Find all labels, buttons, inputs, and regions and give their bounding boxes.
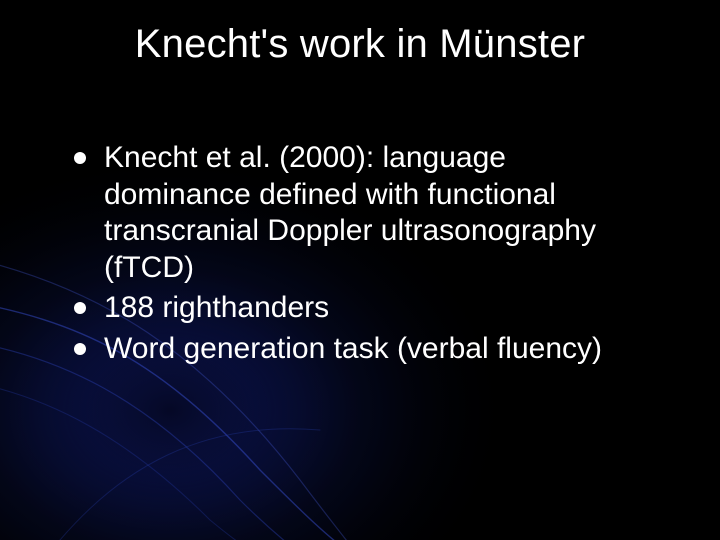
list-item: Word generation task (verbal fluency): [70, 331, 660, 368]
list-item: 188 righthanders: [70, 290, 660, 327]
slide-body: Knecht et al. (2000): language dominance…: [70, 140, 660, 372]
list-item: Knecht et al. (2000): language dominance…: [70, 140, 660, 286]
bullet-list: Knecht et al. (2000): language dominance…: [70, 140, 660, 368]
slide: Knecht's work in Münster Knecht et al. (…: [0, 0, 720, 540]
slide-title: Knecht's work in Münster: [0, 22, 720, 67]
